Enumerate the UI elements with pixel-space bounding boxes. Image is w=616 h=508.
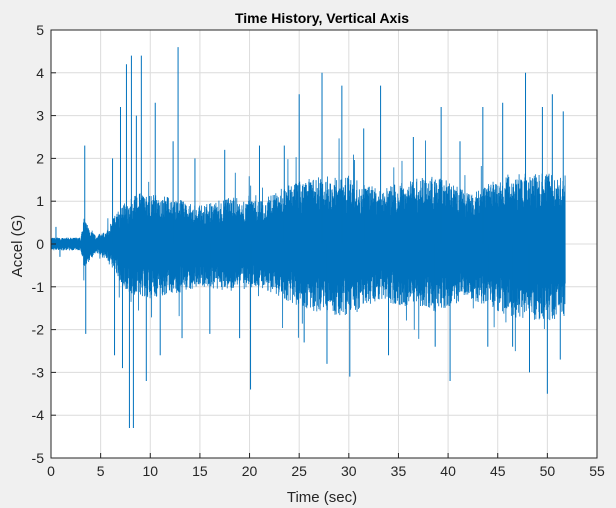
x-tick-label: 40 bbox=[440, 463, 456, 479]
y-tick-label: 1 bbox=[36, 193, 44, 209]
chart-title: Time History, Vertical Axis bbox=[235, 10, 409, 26]
y-tick-label: -1 bbox=[32, 279, 45, 295]
y-tick-label: 0 bbox=[36, 236, 44, 252]
y-tick-label: 3 bbox=[36, 108, 44, 124]
x-tick-label: 45 bbox=[490, 463, 506, 479]
signal-trace bbox=[51, 138, 566, 352]
x-tick-label: 35 bbox=[391, 463, 407, 479]
x-tick-label: 10 bbox=[142, 463, 158, 479]
x-tick-label: 50 bbox=[540, 463, 556, 479]
y-tick-label: -4 bbox=[32, 407, 45, 423]
x-tick-label: 25 bbox=[291, 463, 307, 479]
y-tick-label: -5 bbox=[32, 450, 45, 466]
y-tick-label: 5 bbox=[36, 22, 44, 38]
y-tick-label: -3 bbox=[32, 364, 45, 380]
y-tick-label: -2 bbox=[32, 322, 45, 338]
x-tick-label: 15 bbox=[192, 463, 208, 479]
y-axis-label: Accel (G) bbox=[9, 215, 26, 278]
x-axis-label: Time (sec) bbox=[287, 489, 357, 506]
x-tick-label: 20 bbox=[242, 463, 258, 479]
y-tick-label: 2 bbox=[36, 150, 44, 166]
signal-layer bbox=[51, 47, 566, 429]
y-tick-label: 4 bbox=[36, 65, 44, 81]
x-tick-label: 55 bbox=[589, 463, 605, 479]
x-tick-label: 5 bbox=[97, 463, 105, 479]
x-tick-label: 30 bbox=[341, 463, 357, 479]
x-tick-label: 0 bbox=[47, 463, 55, 479]
